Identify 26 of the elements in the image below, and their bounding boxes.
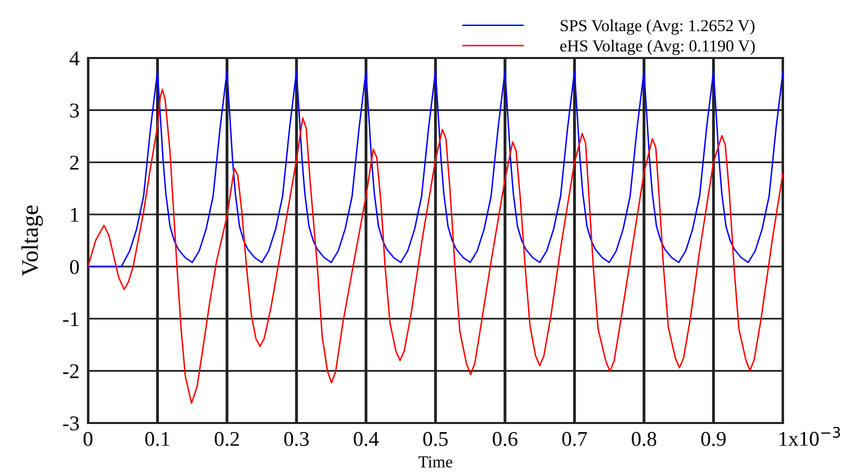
y-tick-label: -3 xyxy=(63,416,79,430)
y-tick-label: 0 xyxy=(70,260,79,274)
y-axis-title: Voltage xyxy=(21,205,43,276)
y-tick-label: 3 xyxy=(70,104,79,118)
line-series xyxy=(88,70,783,268)
y-tick-label: 2 xyxy=(70,156,79,170)
x-tick-label: 0 xyxy=(84,432,92,446)
x-tick-label: 0.5 xyxy=(423,432,448,446)
x-tick-label: 0.9 xyxy=(701,432,726,446)
y-tick-label: 4 xyxy=(70,52,80,66)
x-tick-label: 0.4 xyxy=(354,432,379,446)
legend-label: SPS Voltage (Avg: 1.2652 V) xyxy=(560,20,754,35)
y-tick-label: 1 xyxy=(71,208,78,222)
x-tick-label: 0.3 xyxy=(284,432,309,446)
legend-label: eHS Voltage (Avg: 0.1190 V) xyxy=(560,40,755,55)
text: x10$^{−3}$ xyxy=(788,426,840,446)
y-tick-label: -1 xyxy=(63,312,78,326)
y-tick-label: -2 xyxy=(63,364,79,378)
x-axis-title: Time xyxy=(418,456,452,468)
x-tick-label: 0.8 xyxy=(632,432,656,446)
x-tick-label: 0.7 xyxy=(562,432,587,446)
x-tick-label: 0.2 xyxy=(214,432,239,446)
line-series xyxy=(88,88,783,404)
x-tick-label: 0.1 xyxy=(145,432,170,446)
x-tick-label: 0.6 xyxy=(492,432,518,446)
x-tick-label: 1 xyxy=(780,432,787,446)
